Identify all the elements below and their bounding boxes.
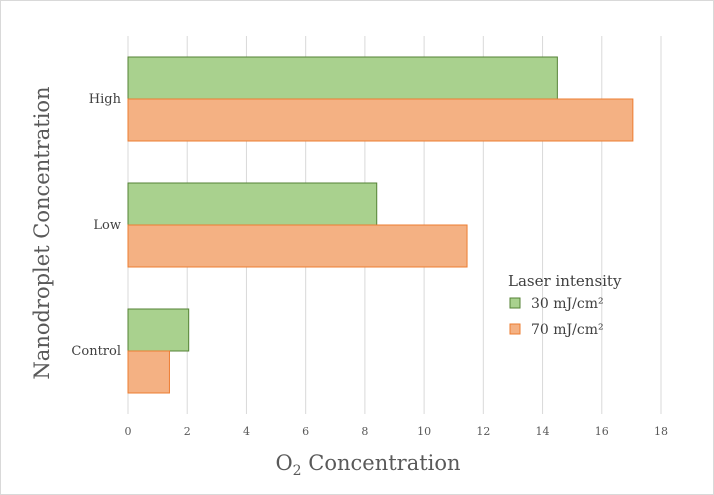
- y-axis-title: Nanodroplet Concentration: [30, 86, 54, 379]
- legend-label: 70 mJ/cm²: [531, 322, 604, 338]
- y-tick-labels: Control Low High: [71, 92, 121, 359]
- legend: Laser intensity 30 mJ/cm² 70 mJ/cm²: [508, 272, 622, 338]
- y-tick-label: Control: [71, 344, 121, 359]
- bar-control-series-2: [127, 350, 170, 394]
- x-tick-label: 18: [654, 425, 668, 438]
- x-tick-label: 16: [595, 425, 609, 438]
- bar-high-series-2: [127, 98, 634, 142]
- legend-label: 30 mJ/cm²: [531, 296, 604, 312]
- y-tick-label: High: [89, 92, 122, 107]
- x-tick-label: 8: [361, 425, 368, 438]
- x-tick-label: 14: [536, 425, 550, 438]
- x-tick-label: 6: [302, 425, 309, 438]
- x-tick-label: 10: [417, 425, 431, 438]
- x-tick-label: 2: [184, 425, 191, 438]
- bar-high-series-1: [127, 56, 558, 100]
- legend-swatch: [509, 323, 521, 335]
- bar-low-series-2: [127, 224, 468, 268]
- bars: [127, 56, 634, 394]
- bar-control-series-1: [127, 308, 190, 352]
- legend-title: Laser intensity: [508, 272, 622, 290]
- x-tick-label: 0: [125, 425, 132, 438]
- legend-swatch: [509, 297, 521, 309]
- x-tick-label: 12: [476, 425, 490, 438]
- bar-low-series-1: [127, 182, 378, 226]
- y-tick-label: Low: [93, 218, 121, 233]
- x-axis-title: O2 Concentration: [275, 451, 460, 479]
- x-tick-labels: 0 2 4 6 8 10 12 14 16 18: [125, 425, 669, 438]
- x-tick-label: 4: [243, 425, 250, 438]
